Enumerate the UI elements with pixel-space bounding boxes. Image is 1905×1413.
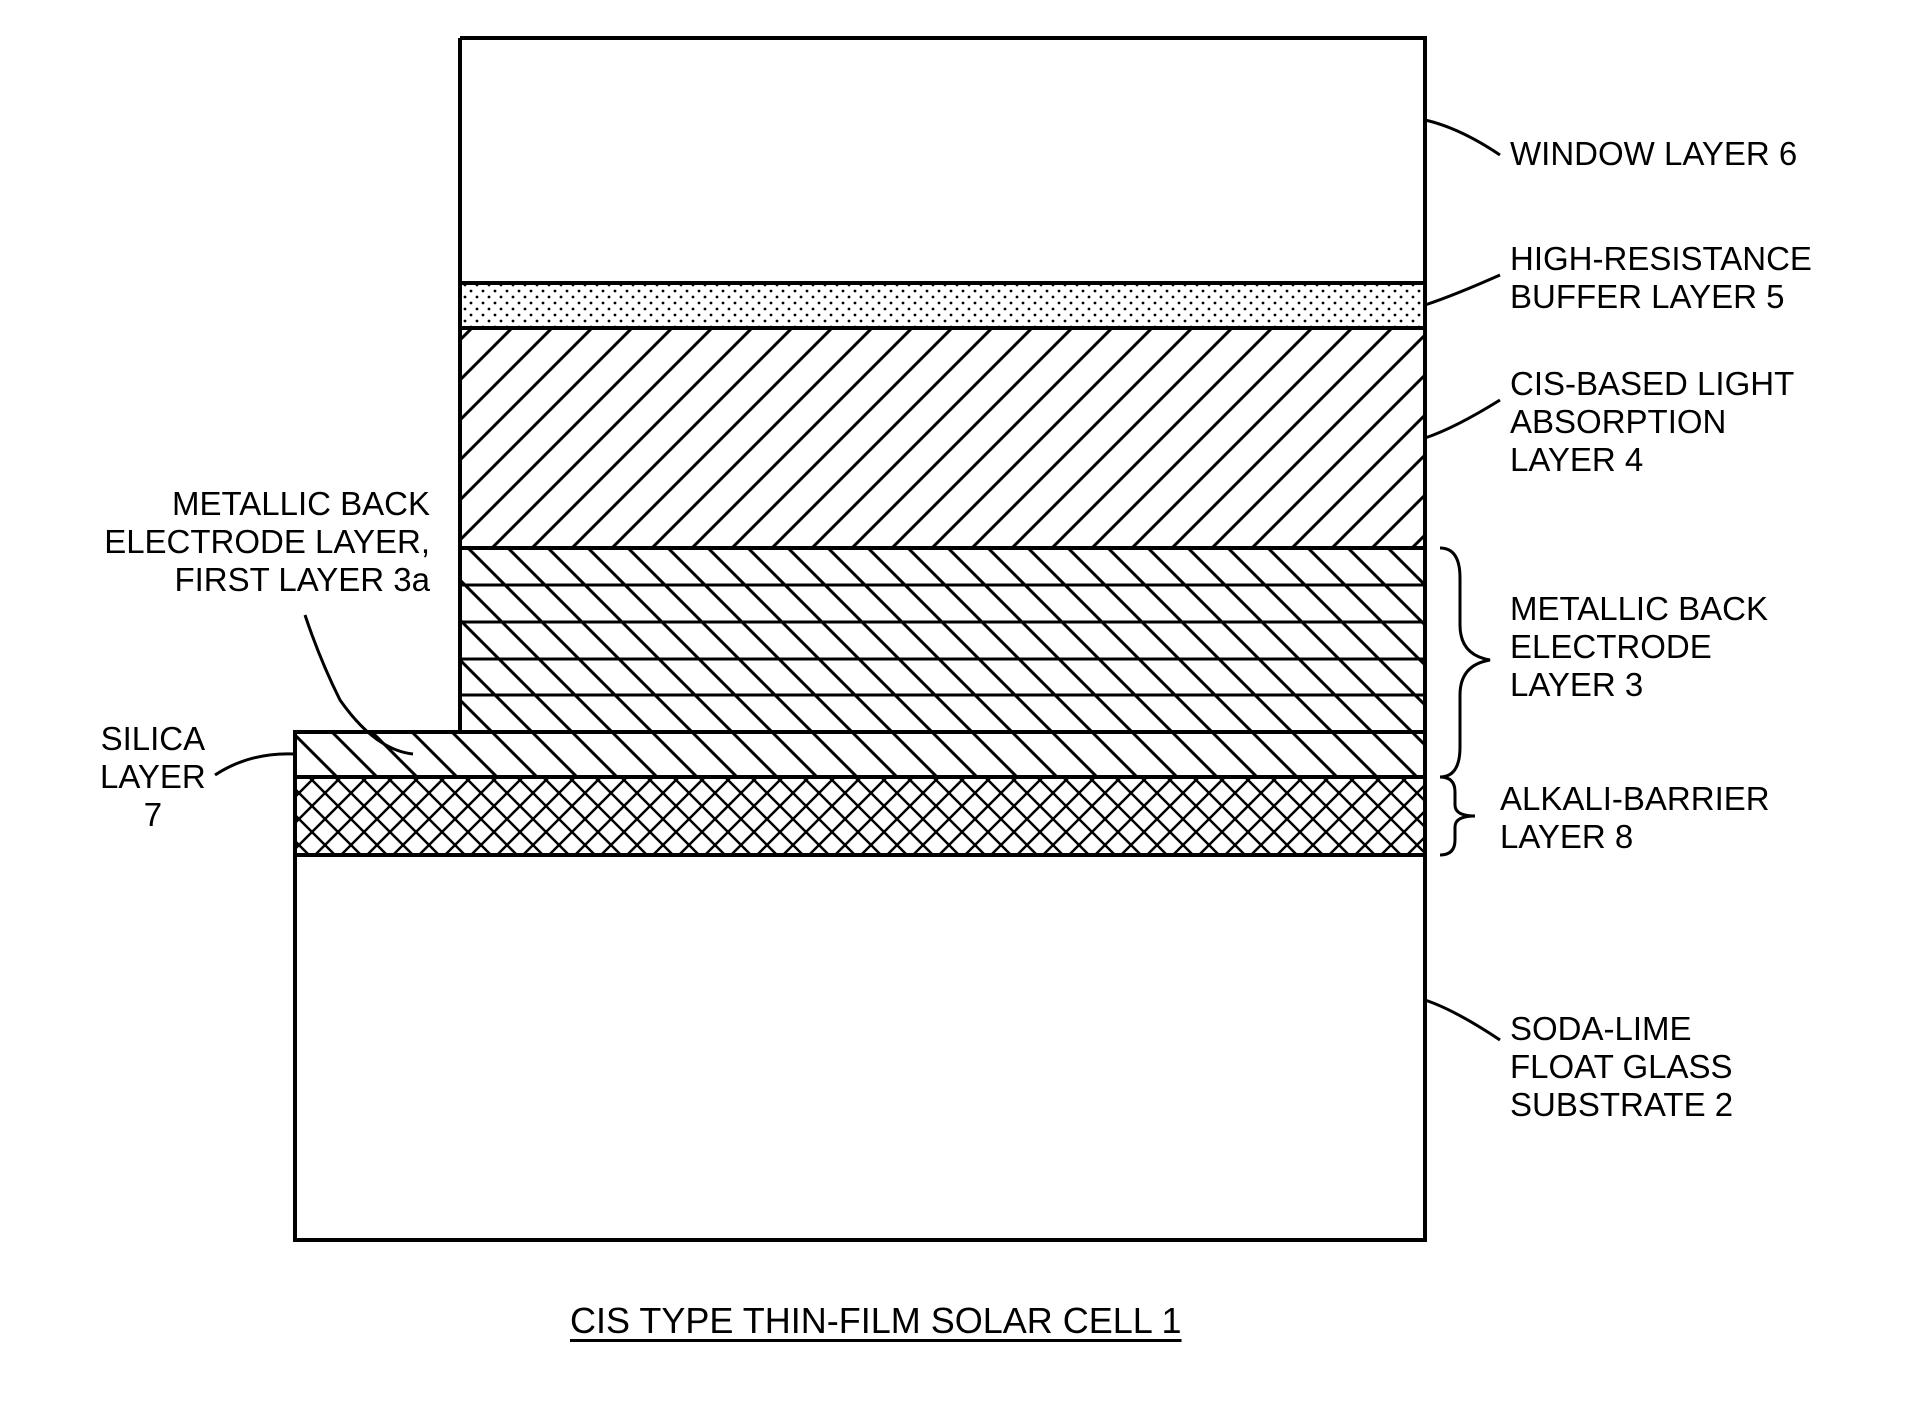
layer-window bbox=[460, 38, 1425, 283]
label-window: WINDOW LAYER 6 bbox=[1510, 135, 1797, 173]
layer-electrode-upper bbox=[460, 548, 1425, 732]
label-buffer: HIGH-RESISTANCE BUFFER LAYER 5 bbox=[1510, 240, 1812, 316]
leader-window bbox=[1425, 120, 1500, 155]
label-absorption: CIS-BASED LIGHT ABSORPTION LAYER 4 bbox=[1510, 365, 1794, 479]
brace-electrode bbox=[1440, 548, 1490, 777]
label-silica: SILICA LAYER 7 bbox=[100, 720, 206, 834]
layer-first-3a bbox=[295, 732, 1425, 777]
label-alkali: ALKALI-BARRIER LAYER 8 bbox=[1500, 780, 1770, 856]
label-firstlayer: METALLIC BACK ELECTRODE LAYER, FIRST LAY… bbox=[75, 485, 430, 599]
leader-absorption bbox=[1425, 400, 1500, 438]
layer-alkali bbox=[295, 777, 1425, 855]
diagram-svg bbox=[0, 0, 1905, 1413]
label-substrate: SODA-LIME FLOAT GLASS SUBSTRATE 2 bbox=[1510, 1010, 1733, 1124]
label-electrode: METALLIC BACK ELECTRODE LAYER 3 bbox=[1510, 590, 1768, 704]
layer-buffer bbox=[460, 283, 1425, 328]
layer-absorption bbox=[460, 328, 1425, 548]
leader-buffer bbox=[1425, 275, 1500, 305]
diagram-container: WINDOW LAYER 6 HIGH-RESISTANCE BUFFER LA… bbox=[0, 0, 1905, 1413]
brace-alkali bbox=[1440, 777, 1475, 855]
leader-substrate bbox=[1425, 1000, 1500, 1040]
diagram-caption: CIS TYPE THIN-FILM SOLAR CELL 1 bbox=[570, 1300, 1182, 1342]
leader-silica bbox=[215, 754, 295, 775]
layer-substrate bbox=[295, 855, 1425, 1240]
